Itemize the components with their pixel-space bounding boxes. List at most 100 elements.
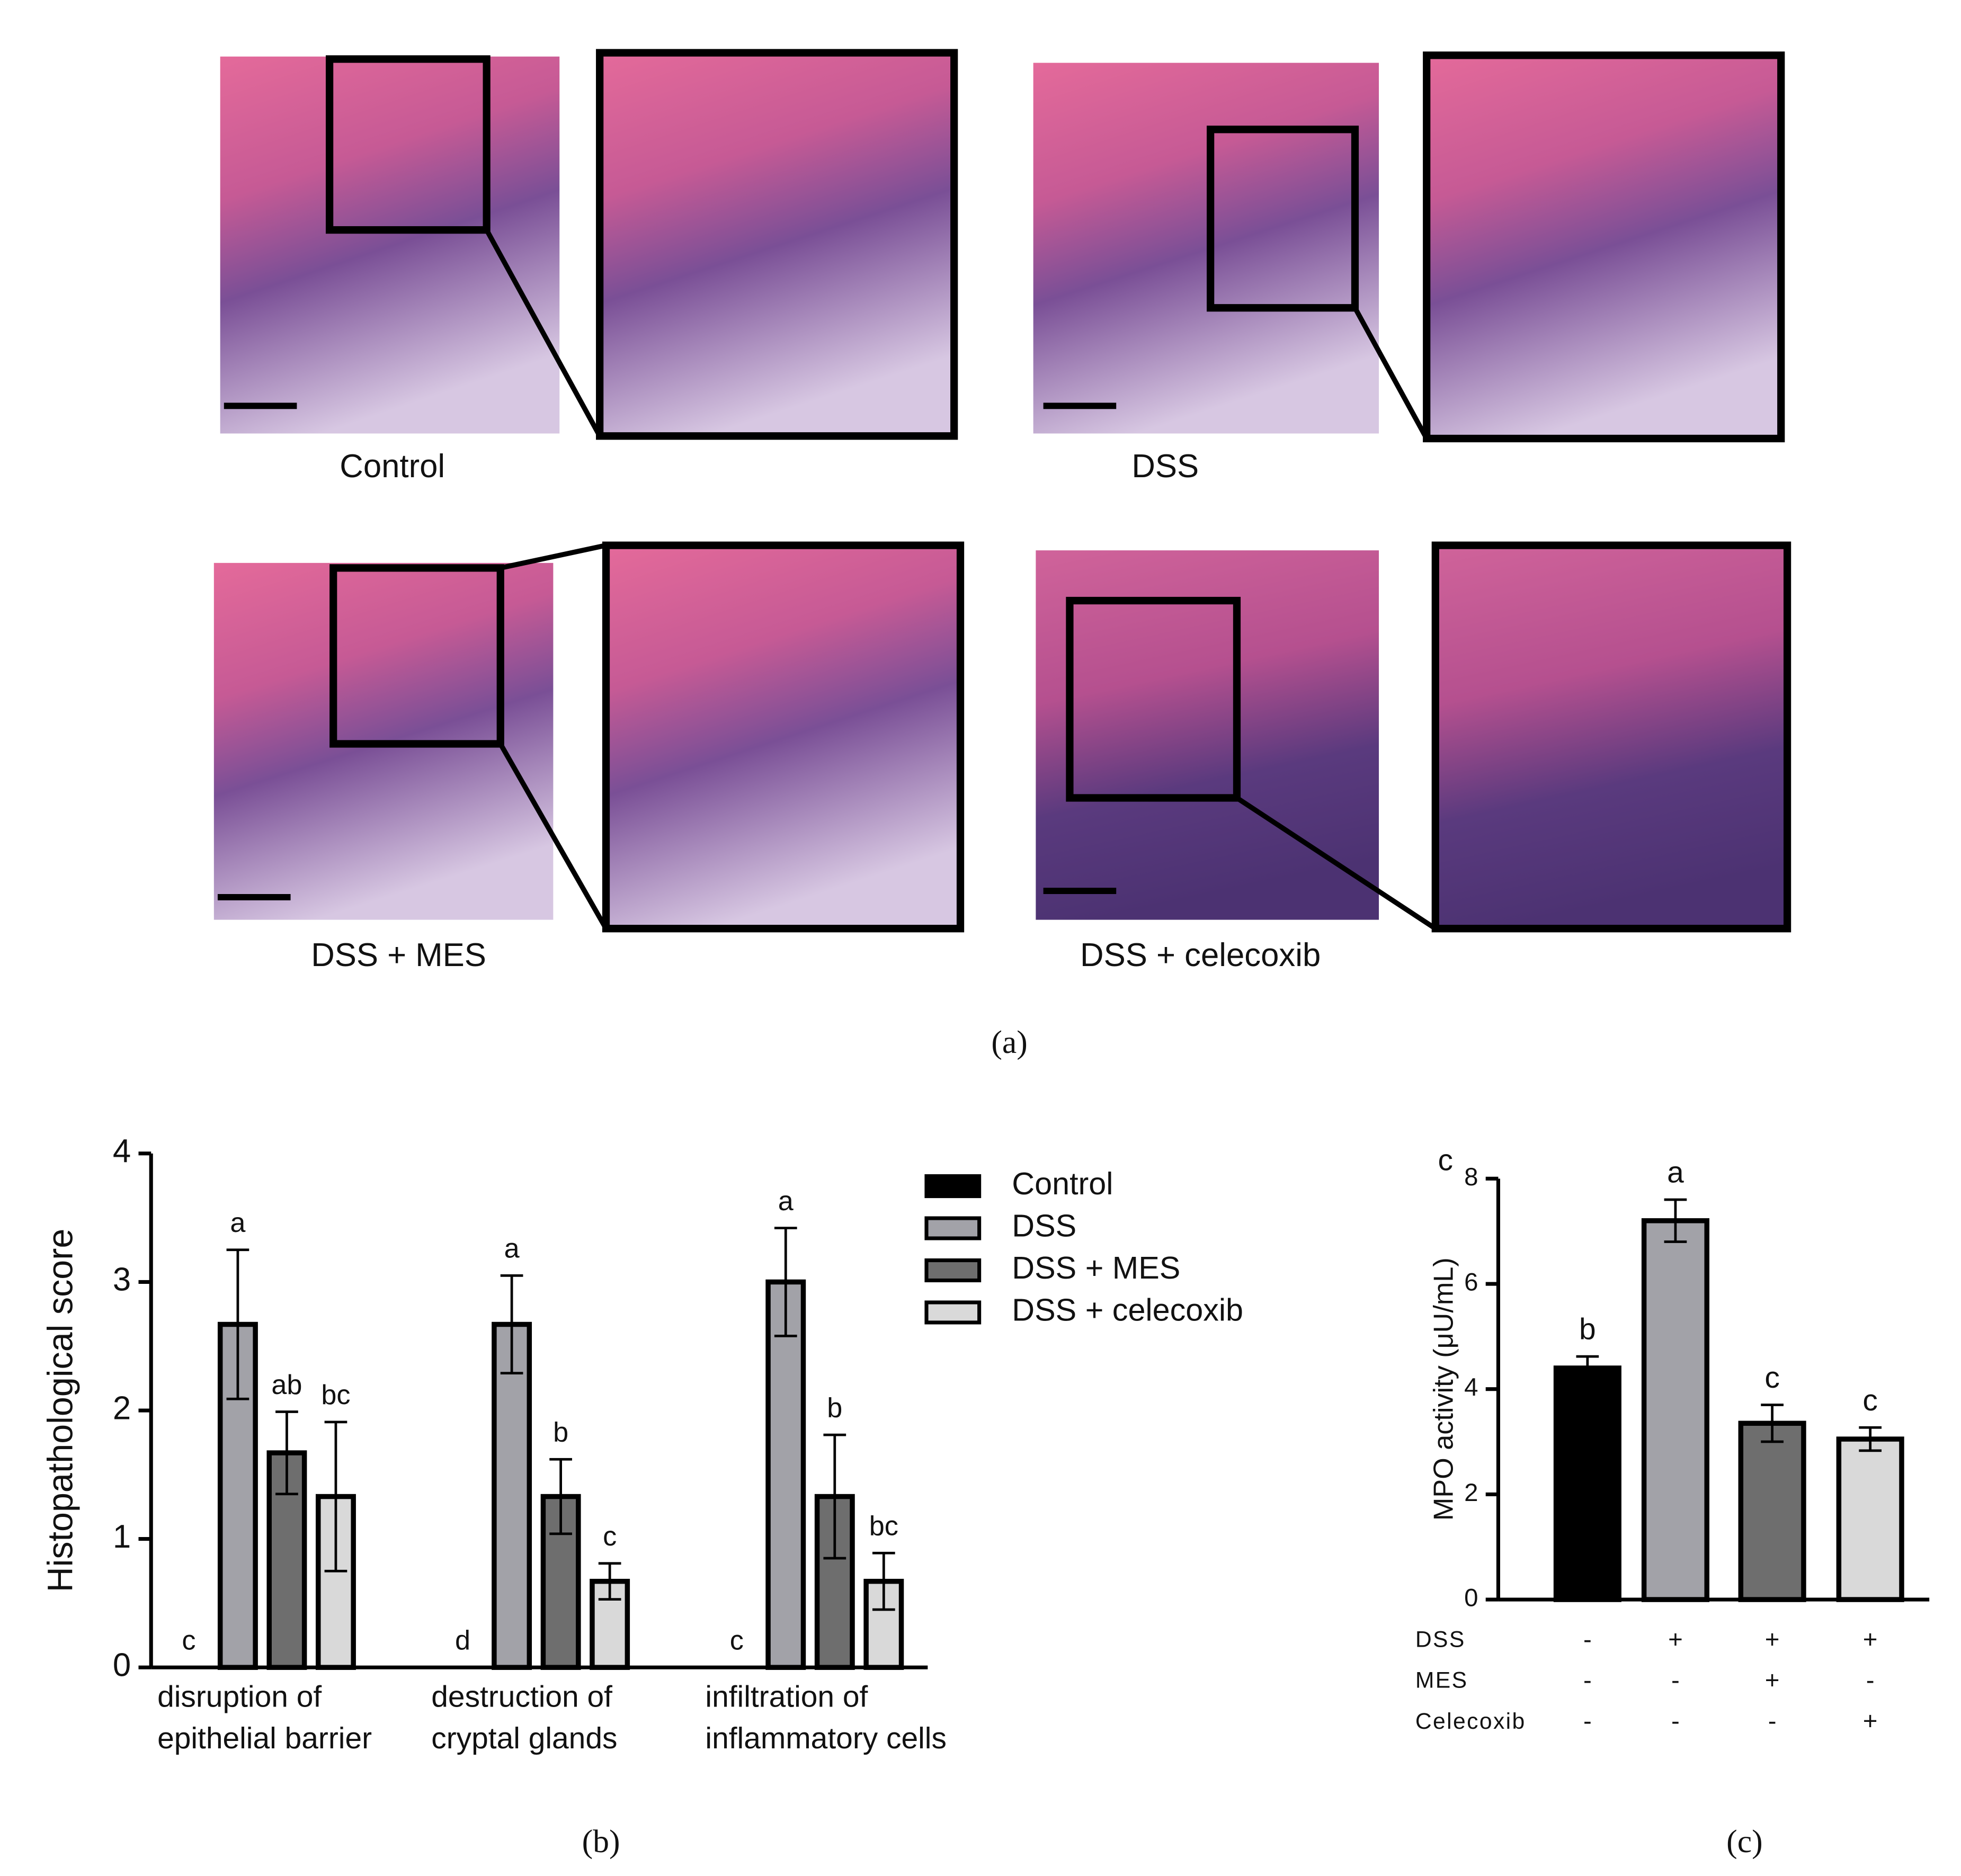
y-axis-label: Histopathological score (41, 1229, 81, 1593)
legend-label: DSS + celecoxib (1012, 1292, 1243, 1328)
treatment-sign: + (1765, 1625, 1780, 1654)
significance-letter: c (1862, 1383, 1877, 1417)
significance-letter: c (1764, 1361, 1779, 1395)
significance-letter: a (778, 1186, 794, 1217)
significance-letter: c (730, 1625, 744, 1656)
error-bar (598, 1562, 621, 1601)
zoom-frame (1431, 541, 1791, 933)
error-bar (872, 1551, 895, 1611)
significance-letter: b (1579, 1312, 1596, 1346)
bar (492, 1321, 532, 1670)
y-tick-label: 1 (113, 1518, 131, 1555)
tissue-zoom (600, 52, 955, 436)
x-tick-label: disruption of epithelial barrier (157, 1680, 372, 1755)
error-bar (774, 1227, 797, 1337)
group-label: DSS + MES (311, 937, 486, 973)
bar (1836, 1436, 1904, 1602)
significance-letter: c (182, 1625, 195, 1656)
tissue-zoom (606, 545, 961, 929)
row-label: Celecoxib (1415, 1709, 1526, 1734)
legend-swatch (924, 1300, 982, 1325)
y-tick-label: 8 (1464, 1163, 1478, 1191)
zoom-line (1352, 306, 1429, 440)
treatment-sign: - (1583, 1625, 1592, 1654)
y-tick-label: 0 (113, 1647, 131, 1683)
treatment-sign: + (1765, 1666, 1780, 1694)
group-label: DSS + celecoxib (1080, 937, 1321, 973)
treatment-sign: - (1583, 1666, 1592, 1694)
significance-letter: a (230, 1208, 246, 1238)
treatment-sign: - (1768, 1707, 1777, 1735)
y-tick-label: 2 (113, 1390, 131, 1426)
treatment-sign: - (1671, 1707, 1680, 1735)
histology (213, 52, 1788, 929)
error-bar (1576, 1355, 1599, 1381)
error-bar (549, 1458, 572, 1535)
treatment-sign: + (1863, 1625, 1878, 1654)
treatment-sign: - (1866, 1666, 1875, 1694)
bar (1553, 1365, 1621, 1602)
zoom-line (500, 542, 607, 570)
legend-swatch (924, 1216, 982, 1240)
zoom-box (1207, 126, 1359, 312)
tissue-zoom (1435, 545, 1788, 929)
error-bar (275, 1410, 298, 1496)
significance-letter: ab (271, 1370, 302, 1400)
y-tick-label: 3 (113, 1262, 131, 1298)
legend-swatch (924, 1174, 982, 1199)
x-tick-label: infiltration of inflammatory cells (705, 1680, 947, 1755)
zoom-line (1235, 796, 1437, 931)
legend-label: DSS + MES (1012, 1250, 1180, 1285)
error-bar (226, 1248, 249, 1400)
error-bar (500, 1274, 523, 1375)
significance-letter: bc (869, 1511, 898, 1542)
zoom-line (484, 228, 602, 437)
y-axis-label: MPO activity (μU/mL) (1429, 1257, 1459, 1521)
y-tick-label: 4 (113, 1133, 131, 1169)
bar (1641, 1218, 1709, 1602)
panel-caption: (a) (991, 1024, 1027, 1060)
tissue-image (1033, 62, 1379, 434)
legend-swatch (924, 1258, 982, 1283)
row-label: DSS (1415, 1627, 1466, 1652)
bar (765, 1279, 806, 1670)
bar (540, 1494, 581, 1670)
zoom-box (329, 564, 504, 748)
treatment-sign: + (1863, 1707, 1878, 1735)
treatment-sign: + (1668, 1625, 1683, 1654)
corner-label: c (1438, 1144, 1453, 1177)
zoom-frame (1423, 51, 1785, 443)
y-tick-label: 0 (1464, 1584, 1478, 1612)
bar (1738, 1421, 1806, 1602)
zoom-box (325, 55, 491, 234)
error-bar (823, 1433, 846, 1560)
significance-letter: b (553, 1417, 568, 1448)
significance-letter: c (603, 1521, 617, 1552)
zoom-frame (596, 49, 958, 440)
group-label: DSS (1131, 448, 1199, 485)
y-tick-label: 4 (1464, 1373, 1478, 1401)
error-bar (1664, 1198, 1687, 1243)
legend-label: Control (1012, 1166, 1113, 1201)
error-bar (1859, 1426, 1882, 1452)
significance-letter: d (455, 1625, 470, 1656)
y-tick-label: 2 (1464, 1479, 1478, 1507)
tissue-image (1036, 550, 1379, 920)
significance-letter: bc (321, 1380, 350, 1410)
group-label: Control (340, 448, 445, 485)
panel-caption: (b) (582, 1824, 620, 1860)
zoom-frames (217, 49, 1791, 933)
y-tick-label: 6 (1464, 1268, 1478, 1297)
treatment-sign: - (1671, 1666, 1680, 1694)
tissue-image (220, 56, 560, 434)
error-bar (324, 1421, 347, 1573)
tissue-zoom (1427, 55, 1781, 439)
zoom-box (1066, 596, 1241, 802)
zoom-line (498, 743, 609, 930)
significance-letter: a (504, 1234, 520, 1264)
panel-caption: (c) (1726, 1824, 1762, 1860)
row-label: MES (1415, 1668, 1468, 1693)
legend-label: DSS (1012, 1208, 1076, 1244)
